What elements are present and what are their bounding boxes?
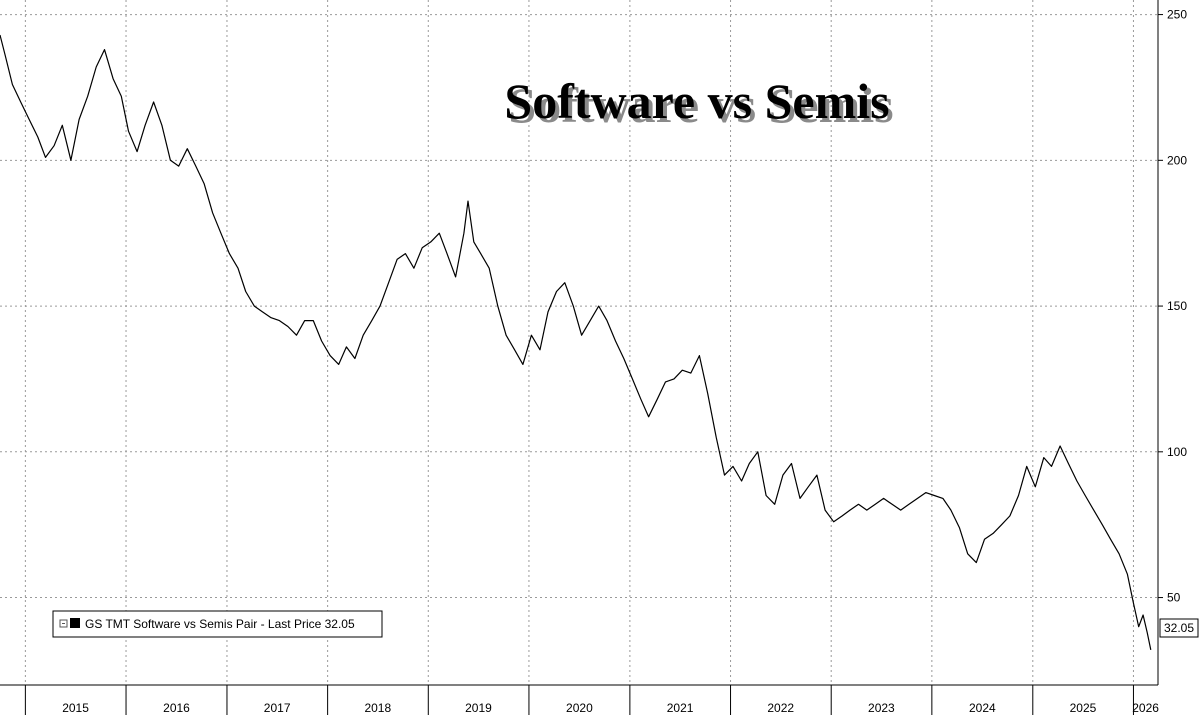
x-tick-label: 2017	[264, 701, 291, 715]
last-price-marker: 32.05	[1159, 618, 1199, 638]
x-tick-label: 2016	[163, 701, 190, 715]
x-tick-label: 2024	[969, 701, 996, 715]
x-tick-label: 2023	[868, 701, 895, 715]
x-tick-label: 2019	[465, 701, 492, 715]
y-tick-label: 250	[1167, 8, 1187, 22]
y-tick-label: 150	[1167, 299, 1187, 313]
legend-swatch	[70, 618, 80, 628]
series-layer	[0, 34, 1152, 651]
x-tick-label: 2025	[1070, 701, 1097, 715]
legend-box	[52, 610, 383, 638]
x-tick-layer: 2015 2016 2017 2018 2019 2020 2021 2022 2023 2024…	[24, 685, 1159, 715]
y-tick-label: 200	[1167, 153, 1187, 167]
legend-series-label: GS TMT Software vs Semis Pair - Last Pri…	[85, 617, 355, 631]
axis-layer	[0, 0, 1159, 686]
legend: GS TMT Software vs Semis Pair - Last Pri…	[52, 610, 383, 638]
x-tick-label: 2021	[667, 701, 694, 715]
y-tick-label: 100	[1167, 445, 1187, 459]
y-tick-label: 50	[1167, 591, 1181, 605]
x-tick-label: 2020	[566, 701, 593, 715]
x-tick-label: 2026	[1132, 701, 1159, 715]
chart-title-shadow: Software vs Semis	[508, 77, 893, 133]
last-price-box	[1159, 618, 1199, 638]
x-tick-label: 2018	[364, 701, 391, 715]
x-tick-label: 2022	[767, 701, 794, 715]
grid-layer	[0, 0, 1158, 685]
chart-title: Software vs Semis	[504, 73, 889, 129]
y-tick-layer: 50 100 150 200 250	[1158, 8, 1187, 605]
x-tick-label: 2015	[62, 701, 89, 715]
last-price-label: 32.05	[1164, 621, 1194, 635]
series-line	[0, 34, 1152, 651]
